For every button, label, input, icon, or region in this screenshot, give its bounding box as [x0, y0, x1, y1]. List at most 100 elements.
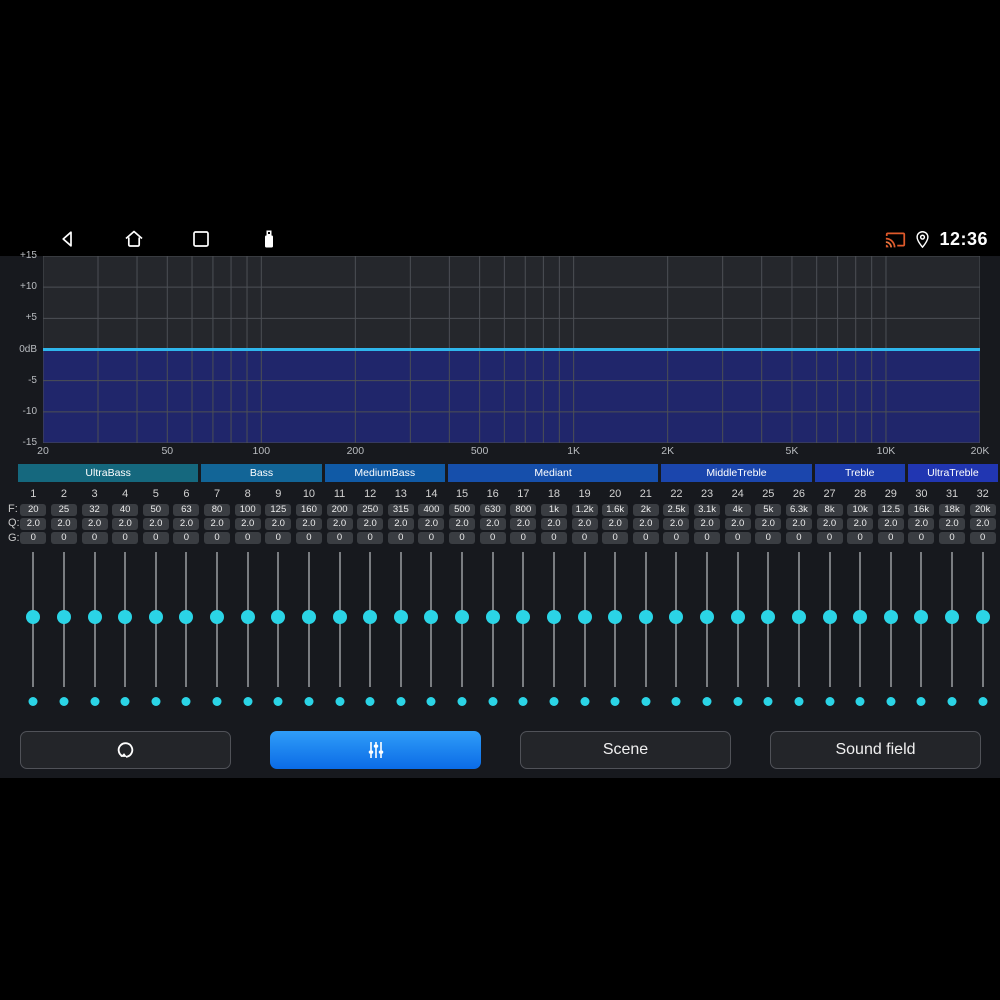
- slider-thumb[interactable]: [148, 610, 163, 624]
- home-icon[interactable]: [122, 227, 146, 251]
- gain-slider[interactable]: [876, 544, 907, 712]
- slider-thumb[interactable]: [424, 610, 439, 624]
- gain-slider[interactable]: [508, 544, 539, 712]
- slider-thumb[interactable]: [700, 610, 715, 624]
- equalizer-button[interactable]: [270, 731, 481, 769]
- slider-thumb[interactable]: [210, 610, 225, 624]
- band-gain-value: 0: [785, 532, 812, 544]
- gain-slider[interactable]: [477, 544, 508, 712]
- gain-slider[interactable]: [263, 544, 294, 712]
- band-indicator-dot: [702, 697, 712, 706]
- slider-thumb[interactable]: [87, 610, 102, 624]
- slider-thumb[interactable]: [455, 610, 470, 624]
- slider-thumb[interactable]: [56, 610, 71, 624]
- band-freq-value: 1.2k: [571, 504, 598, 516]
- slider-thumb[interactable]: [240, 610, 255, 624]
- gain-slider[interactable]: [661, 544, 692, 712]
- gain-slider[interactable]: [324, 544, 355, 712]
- sound-field-button[interactable]: Sound field: [770, 731, 981, 769]
- band-indicator-dot: [733, 697, 743, 706]
- band-gain-value: 0: [816, 532, 843, 544]
- gain-slider[interactable]: [49, 544, 80, 712]
- gain-slider[interactable]: [386, 544, 417, 712]
- gain-slider[interactable]: [692, 544, 723, 712]
- slider-thumb[interactable]: [485, 610, 500, 624]
- y-tick-label: 0dB: [19, 343, 37, 355]
- gain-slider[interactable]: [18, 544, 49, 712]
- gain-slider[interactable]: [141, 544, 172, 712]
- slider-thumb[interactable]: [393, 610, 408, 624]
- eq-band-column: 26 6.3k 2.0 0: [784, 487, 815, 712]
- gain-slider[interactable]: [784, 544, 815, 712]
- slider-thumb[interactable]: [975, 610, 990, 624]
- sliders-icon: [368, 742, 383, 758]
- band-number: 20: [609, 488, 622, 500]
- eq-band-column: 30 16k 2.0 0: [906, 487, 937, 712]
- y-tick-label: +5: [25, 312, 37, 324]
- gain-slider[interactable]: [232, 544, 263, 712]
- reset-button[interactable]: [20, 731, 231, 769]
- eq-band-column: 16 630 2.0 0: [477, 487, 508, 712]
- slider-thumb[interactable]: [301, 610, 316, 624]
- usb-drive-icon[interactable]: [257, 227, 281, 251]
- eq-graph-svg: [42, 255, 981, 444]
- slider-thumb[interactable]: [577, 610, 592, 624]
- gain-slider[interactable]: [416, 544, 447, 712]
- slider-thumb[interactable]: [822, 610, 837, 624]
- band-q-value: 2.0: [387, 518, 414, 530]
- slider-thumb[interactable]: [638, 610, 653, 624]
- band-freq-value: 12.5: [877, 504, 904, 516]
- scene-button[interactable]: Scene: [520, 731, 731, 769]
- eq-band-column: 24 4k 2.0 0: [722, 487, 753, 712]
- slider-thumb[interactable]: [914, 610, 929, 624]
- gain-slider[interactable]: [539, 544, 570, 712]
- gain-slider[interactable]: [753, 544, 784, 712]
- gain-slider[interactable]: [355, 544, 386, 712]
- gain-slider[interactable]: [906, 544, 937, 712]
- slider-thumb[interactable]: [363, 610, 378, 624]
- back-icon[interactable]: [56, 227, 80, 251]
- band-number: 30: [915, 488, 928, 500]
- band-group-label: Treble: [814, 464, 905, 482]
- recents-icon[interactable]: [189, 227, 213, 251]
- slider-thumb[interactable]: [669, 610, 684, 624]
- slider-thumb[interactable]: [791, 610, 806, 624]
- x-tick-label: 1K: [567, 445, 581, 457]
- gain-slider[interactable]: [110, 544, 141, 712]
- slider-thumb[interactable]: [883, 610, 898, 624]
- slider-thumb[interactable]: [608, 610, 623, 624]
- gain-slider[interactable]: [202, 544, 233, 712]
- gain-slider[interactable]: [845, 544, 876, 712]
- x-tick-label: 100: [252, 445, 271, 457]
- slider-thumb[interactable]: [118, 610, 133, 624]
- eq-band-column: 1 20 2.0 0: [18, 487, 49, 712]
- slider-thumb[interactable]: [271, 610, 286, 624]
- gain-slider[interactable]: [569, 544, 600, 712]
- gain-slider[interactable]: [937, 544, 968, 712]
- band-number: 24: [731, 488, 744, 500]
- slider-thumb[interactable]: [332, 610, 347, 624]
- band-gain-value: 0: [969, 532, 996, 544]
- gain-slider[interactable]: [967, 544, 998, 712]
- slider-thumb[interactable]: [853, 610, 868, 624]
- slider-thumb[interactable]: [945, 610, 960, 624]
- gain-slider[interactable]: [294, 544, 325, 712]
- slider-thumb[interactable]: [730, 610, 745, 624]
- slider-thumb[interactable]: [761, 610, 776, 624]
- q-row-label: Q:: [8, 517, 20, 529]
- band-q-value: 2.0: [357, 518, 384, 530]
- band-number: 25: [762, 488, 775, 500]
- slider-thumb[interactable]: [516, 610, 531, 624]
- slider-thumb[interactable]: [179, 610, 194, 624]
- slider-thumb[interactable]: [26, 610, 41, 624]
- band-freq-value: 20: [20, 504, 47, 516]
- gain-slider[interactable]: [600, 544, 631, 712]
- band-number: 6: [183, 488, 190, 500]
- gain-slider[interactable]: [814, 544, 845, 712]
- gain-slider[interactable]: [79, 544, 110, 712]
- slider-thumb[interactable]: [546, 610, 561, 624]
- gain-slider[interactable]: [447, 544, 478, 712]
- gain-slider[interactable]: [631, 544, 662, 712]
- gain-slider[interactable]: [171, 544, 202, 712]
- gain-slider[interactable]: [722, 544, 753, 712]
